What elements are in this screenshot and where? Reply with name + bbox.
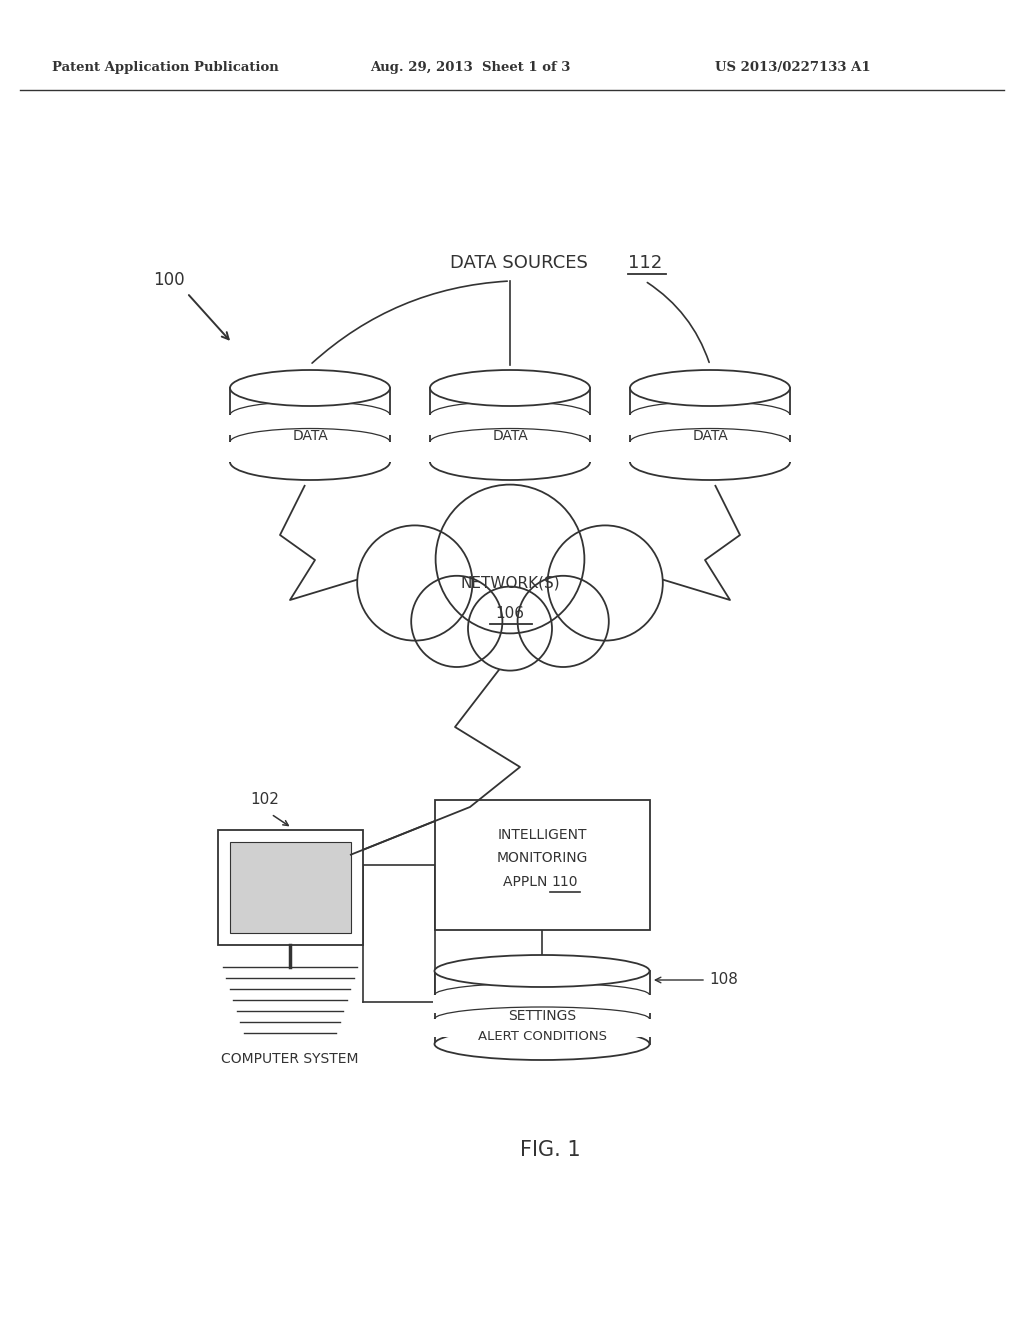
Text: COMPUTER SYSTEM: COMPUTER SYSTEM: [221, 1052, 358, 1067]
Circle shape: [517, 576, 609, 667]
Text: SETTINGS: SETTINGS: [508, 1008, 577, 1023]
Text: Aug. 29, 2013  Sheet 1 of 3: Aug. 29, 2013 Sheet 1 of 3: [370, 62, 570, 74]
Ellipse shape: [434, 1028, 649, 1060]
Polygon shape: [430, 388, 590, 462]
Text: 106: 106: [496, 606, 524, 620]
Text: FIG. 1: FIG. 1: [520, 1140, 581, 1160]
Text: 110: 110: [552, 875, 579, 888]
Text: 100: 100: [153, 271, 184, 289]
Polygon shape: [630, 388, 790, 462]
Polygon shape: [230, 388, 390, 462]
Polygon shape: [628, 414, 792, 436]
Circle shape: [468, 586, 552, 671]
Text: ALERT CONDITIONS: ALERT CONDITIONS: [477, 1031, 606, 1043]
Polygon shape: [432, 1019, 651, 1038]
Polygon shape: [218, 830, 362, 945]
Ellipse shape: [430, 370, 590, 407]
Text: APPLN: APPLN: [503, 875, 551, 888]
Text: DATA: DATA: [292, 429, 328, 444]
Polygon shape: [432, 995, 651, 1012]
Text: 102: 102: [250, 792, 279, 808]
Polygon shape: [228, 414, 392, 436]
Ellipse shape: [630, 370, 790, 407]
Polygon shape: [428, 414, 592, 436]
Ellipse shape: [230, 370, 390, 407]
Polygon shape: [435, 800, 650, 931]
Text: DATA: DATA: [493, 429, 528, 444]
Circle shape: [357, 525, 472, 640]
Text: 108: 108: [709, 973, 738, 987]
Circle shape: [548, 525, 663, 640]
Text: INTELLIGENT: INTELLIGENT: [498, 828, 587, 842]
Polygon shape: [230, 842, 351, 933]
Ellipse shape: [630, 444, 790, 480]
Polygon shape: [434, 972, 649, 1044]
Circle shape: [435, 484, 585, 634]
Text: DATA: DATA: [692, 429, 728, 444]
Polygon shape: [228, 442, 392, 462]
Text: NETWORK(S): NETWORK(S): [460, 576, 560, 590]
Text: US 2013/0227133 A1: US 2013/0227133 A1: [715, 62, 870, 74]
Ellipse shape: [230, 444, 390, 480]
Text: 112: 112: [628, 253, 663, 272]
Text: MONITORING: MONITORING: [497, 851, 588, 865]
Text: DATA SOURCES: DATA SOURCES: [450, 253, 594, 272]
Polygon shape: [628, 442, 792, 462]
Circle shape: [412, 576, 503, 667]
Ellipse shape: [430, 444, 590, 480]
Polygon shape: [428, 442, 592, 462]
Text: Patent Application Publication: Patent Application Publication: [52, 62, 279, 74]
Ellipse shape: [434, 954, 649, 987]
